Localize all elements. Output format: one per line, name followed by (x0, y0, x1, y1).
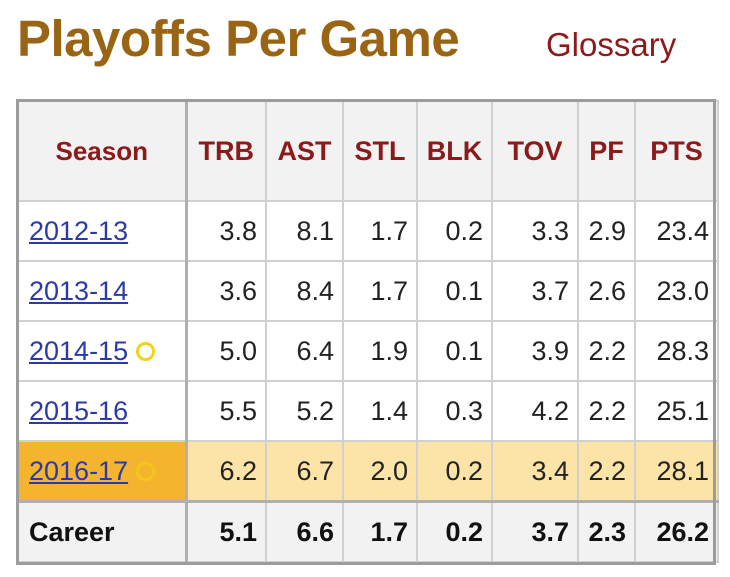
career-stl: 1.7 (342, 500, 418, 563)
pf-cell: 2.2 (577, 440, 636, 503)
tov-cell: 3.9 (491, 320, 579, 382)
blk-cell: 0.1 (416, 260, 493, 322)
blk-cell: 0.1 (416, 320, 493, 382)
stl-cell: 2.0 (342, 440, 418, 503)
pf-cell: 2.6 (577, 260, 636, 322)
ast-cell: 5.2 (265, 380, 344, 442)
table-row-highlighted: 2016-17 6.2 6.7 2.0 0.2 3.4 2.2 28.1 (17, 440, 719, 503)
stl-cell: 1.7 (342, 200, 418, 262)
pf-cell: 2.9 (577, 200, 636, 262)
pts-cell: 28.1 (634, 440, 719, 503)
stl-cell: 1.4 (342, 380, 418, 442)
table-row: 2013-14 3.6 8.4 1.7 0.1 3.7 2.6 23.0 (17, 260, 719, 322)
column-header-tov[interactable]: TOV (491, 100, 579, 202)
season-cell: 2014-15 (17, 320, 188, 382)
tov-cell: 3.7 (491, 260, 579, 322)
season-link[interactable]: 2016-17 (29, 455, 129, 486)
ast-cell: 8.4 (265, 260, 344, 322)
championship-ring-icon (136, 341, 156, 361)
trb-cell: 3.8 (185, 200, 267, 262)
playoffs-per-game-table: Season TRB AST STL BLK TOV PF PTS 2012-1… (17, 100, 719, 563)
blk-cell: 0.2 (416, 200, 493, 262)
career-row: Career 5.1 6.6 1.7 0.2 3.7 2.3 26.2 (17, 500, 719, 563)
pts-cell: 23.4 (634, 200, 719, 262)
season-link[interactable]: 2014-15 (29, 335, 129, 366)
career-pts: 26.2 (634, 500, 719, 563)
career-pf: 2.3 (577, 500, 636, 563)
blk-cell: 0.3 (416, 380, 493, 442)
career-blk: 0.2 (416, 500, 493, 563)
column-header-blk[interactable]: BLK (416, 100, 493, 202)
trb-cell: 5.0 (185, 320, 267, 382)
table-row: 2012-13 3.8 8.1 1.7 0.2 3.3 2.9 23.4 (17, 200, 719, 262)
season-cell: 2013-14 (17, 260, 188, 322)
ast-cell: 6.7 (265, 440, 344, 503)
column-header-ast[interactable]: AST (265, 100, 344, 202)
ast-cell: 6.4 (265, 320, 344, 382)
column-header-trb[interactable]: TRB (185, 100, 267, 202)
page-header: Playoffs Per Game Glossary (0, 0, 730, 96)
ast-cell: 8.1 (265, 200, 344, 262)
season-link[interactable]: 2013-14 (29, 275, 129, 306)
season-cell: 2015-16 (17, 380, 188, 442)
trb-cell: 3.6 (185, 260, 267, 322)
stl-cell: 1.7 (342, 260, 418, 322)
page-title: Playoffs Per Game (17, 10, 460, 67)
trb-cell: 6.2 (185, 440, 267, 503)
table-row: 2015-16 5.5 5.2 1.4 0.3 4.2 2.2 25.1 (17, 380, 719, 442)
career-ast: 6.6 (265, 500, 344, 563)
season-cell: 2016-17 (17, 440, 188, 503)
table-row: 2014-15 5.0 6.4 1.9 0.1 3.9 2.2 28.3 (17, 320, 719, 382)
tov-cell: 3.4 (491, 440, 579, 503)
career-tov: 3.7 (491, 500, 579, 563)
pts-cell: 25.1 (634, 380, 719, 442)
pf-cell: 2.2 (577, 320, 636, 382)
season-link[interactable]: 2012-13 (29, 215, 129, 246)
column-header-pts[interactable]: PTS (634, 100, 719, 202)
tov-cell: 4.2 (491, 380, 579, 442)
season-cell: 2012-13 (17, 200, 188, 262)
glossary-link[interactable]: Glossary (546, 26, 677, 63)
pf-cell: 2.2 (577, 380, 636, 442)
blk-cell: 0.2 (416, 440, 493, 503)
column-header-stl[interactable]: STL (342, 100, 418, 202)
championship-ring-icon (136, 461, 156, 481)
column-header-pf[interactable]: PF (577, 100, 636, 202)
column-header-season[interactable]: Season (17, 100, 188, 202)
header-row: Season TRB AST STL BLK TOV PF PTS (17, 100, 719, 202)
season-link[interactable]: 2015-16 (29, 395, 129, 426)
pts-cell: 28.3 (634, 320, 719, 382)
career-label: Career (17, 500, 188, 563)
tov-cell: 3.3 (491, 200, 579, 262)
stl-cell: 1.9 (342, 320, 418, 382)
trb-cell: 5.5 (185, 380, 267, 442)
pts-cell: 23.0 (634, 260, 719, 322)
career-trb: 5.1 (185, 500, 267, 563)
